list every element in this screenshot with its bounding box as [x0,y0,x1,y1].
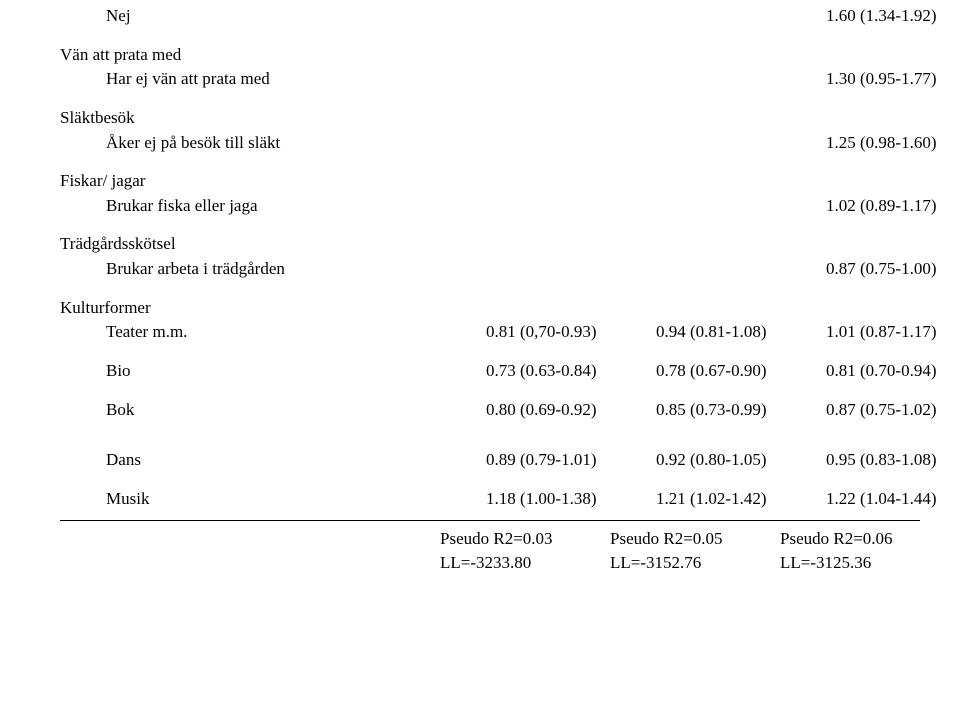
row-fisk-head: Fiskar/ jagar [60,169,920,194]
row-dans: Dans 0.89 (0.79-1.01) 0.92 (0.80-1.05) 0… [60,448,920,473]
value-fisk-sub: 1.02 (0.89-1.17) [826,194,960,219]
row-van-head: Vän att prata med [60,43,920,68]
value-musik-1: 1.18 (1.00-1.38) [486,487,656,512]
label-van-sub: Har ej vän att prata med [60,67,486,92]
value-bio-3: 0.81 (0.70-0.94) [826,359,960,384]
cell [656,4,826,29]
value-nej: 1.60 (1.34-1.92) [826,4,960,29]
footer-r2-2: Pseudo R2=0.05 [610,527,780,552]
label-bio: Bio [60,359,486,384]
row-trad-sub: Brukar arbeta i trädgården 0.87 (0.75-1.… [60,257,920,282]
row-fisk-sub: Brukar fiska eller jaga 1.02 (0.89-1.17) [60,194,920,219]
value-trad-sub: 0.87 (0.75-1.00) [826,257,960,282]
row-musik: Musik 1.18 (1.00-1.38) 1.21 (1.02-1.42) … [60,487,920,512]
label-slakt-head: Släktbesök [60,106,440,131]
footer-ll-3: LL=-3125.36 [780,551,920,576]
footer-r2-1: Pseudo R2=0.03 [440,527,610,552]
row-nej: Nej 1.60 (1.34-1.92) [60,4,920,29]
label-fisk-sub: Brukar fiska eller jaga [60,194,486,219]
value-bok-3: 0.87 (0.75-1.02) [826,398,960,423]
footer-ll-1: LL=-3233.80 [440,551,610,576]
divider [60,520,920,521]
footer-ll-2: LL=-3152.76 [610,551,780,576]
row-bio: Bio 0.73 (0.63-0.84) 0.78 (0.67-0.90) 0.… [60,359,920,384]
value-bio-2: 0.78 (0.67-0.90) [656,359,826,384]
label-trad-sub: Brukar arbeta i trädgården [60,257,486,282]
cell [486,4,656,29]
value-bio-1: 0.73 (0.63-0.84) [486,359,656,384]
row-footer-ll: LL=-3233.80 LL=-3152.76 LL=-3125.36 [60,551,920,576]
label-fisk-head: Fiskar/ jagar [60,169,440,194]
value-dans-2: 0.92 (0.80-1.05) [656,448,826,473]
value-dans-1: 0.89 (0.79-1.01) [486,448,656,473]
value-musik-3: 1.22 (1.04-1.44) [826,487,960,512]
label-trad-head: Trädgårdsskötsel [60,232,440,257]
label-dans: Dans [60,448,486,473]
value-bok-2: 0.85 (0.73-0.99) [656,398,826,423]
value-dans-3: 0.95 (0.83-1.08) [826,448,960,473]
row-bok: Bok 0.80 (0.69-0.92) 0.85 (0.73-0.99) 0.… [60,398,920,423]
row-kultur-head: Kulturformer [60,296,920,321]
value-slakt-sub: 1.25 (0.98-1.60) [826,131,960,156]
label-nej: Nej [60,4,486,29]
label-slakt-sub: Åker ej på besök till släkt [60,131,486,156]
value-van-sub: 1.30 (0.95-1.77) [826,67,960,92]
value-musik-2: 1.21 (1.02-1.42) [656,487,826,512]
label-bok: Bok [60,398,486,423]
row-slakt-head: Släktbesök [60,106,920,131]
document-page: Nej 1.60 (1.34-1.92) Vän att prata med H… [0,0,960,596]
row-van-sub: Har ej vän att prata med 1.30 (0.95-1.77… [60,67,920,92]
row-teater: Teater m.m. 0.81 (0,70-0.93) 0.94 (0.81-… [60,320,920,345]
footer-r2-3: Pseudo R2=0.06 [780,527,920,552]
value-teater-1: 0.81 (0,70-0.93) [486,320,656,345]
label-kultur-head: Kulturformer [60,296,440,321]
value-teater-3: 1.01 (0.87-1.17) [826,320,960,345]
row-trad-head: Trädgårdsskötsel [60,232,920,257]
value-teater-2: 0.94 (0.81-1.08) [656,320,826,345]
value-bok-1: 0.80 (0.69-0.92) [486,398,656,423]
row-footer-r2: Pseudo R2=0.03 Pseudo R2=0.05 Pseudo R2=… [60,527,920,552]
label-teater: Teater m.m. [60,320,486,345]
label-van-head: Vän att prata med [60,43,440,68]
row-slakt-sub: Åker ej på besök till släkt 1.25 (0.98-1… [60,131,920,156]
label-musik: Musik [60,487,486,512]
